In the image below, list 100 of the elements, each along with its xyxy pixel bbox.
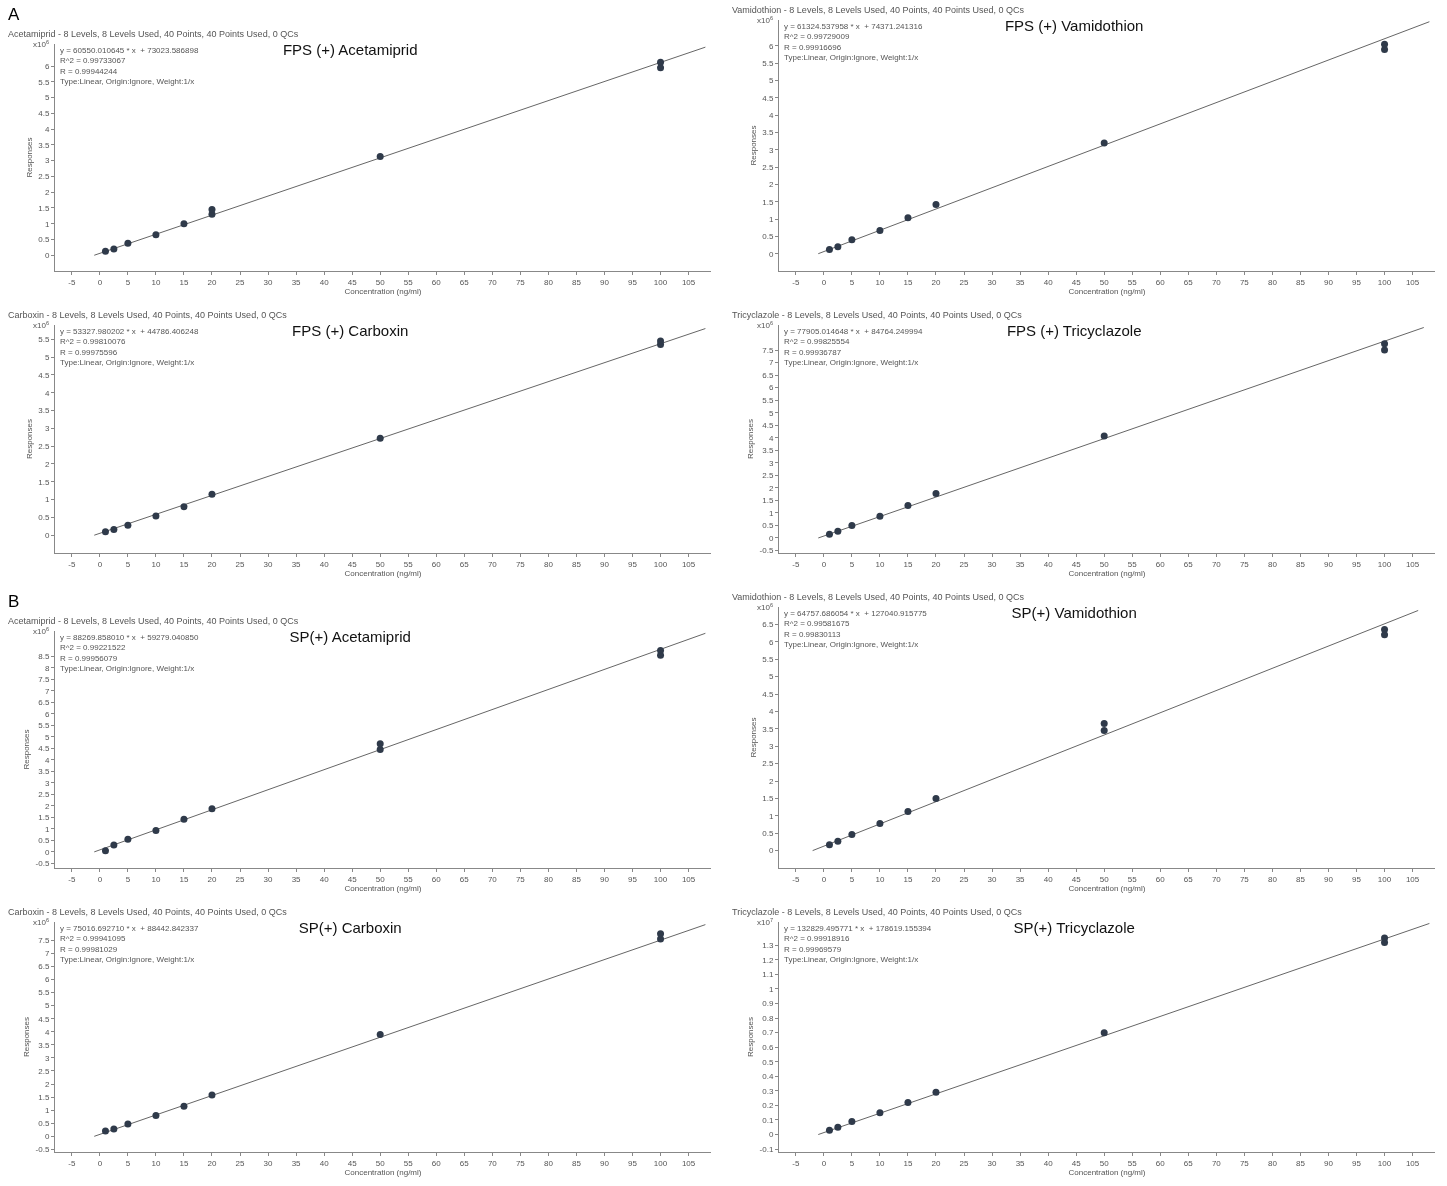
y-tick-label: 2: [768, 776, 774, 786]
point: [876, 819, 884, 827]
text: x10$^{6}$: [33, 917, 50, 928]
x-tick-label: 55: [403, 874, 414, 884]
x-tick-label: 75: [515, 277, 526, 287]
chart-title: SP(+) Acetamiprid: [289, 627, 411, 645]
x-tick-label: 5: [849, 1158, 855, 1168]
x-tick-label: 25: [959, 874, 970, 884]
chart-title: SP(+) Carboxin: [298, 918, 402, 936]
point: [657, 58, 665, 66]
x-tick-label: 60: [1155, 559, 1166, 569]
x-tick-label: 45: [1071, 277, 1082, 287]
x-tick-label: 55: [403, 1158, 414, 1168]
x-tick-label: 100: [653, 559, 668, 569]
point: [834, 527, 842, 535]
x-tick-label: 35: [291, 1158, 302, 1168]
y-tick-label: 0.7: [762, 1028, 774, 1038]
x-tick-label: 95: [1352, 1158, 1362, 1168]
x-tick-label: 105: [1405, 874, 1420, 884]
x-tick-label: 100: [1377, 559, 1392, 569]
x-tick-label: 70: [487, 874, 498, 884]
y-tick-label: 0: [768, 1130, 774, 1140]
y-tick-label: 5: [768, 76, 774, 86]
chart-title: FPS (+) Carboxin: [292, 321, 409, 339]
point: [208, 1091, 216, 1099]
text: Acetamiprid - 8 Levels, 8 Levels Used, 40 Points, 40 Points Used, 0 QCs: [8, 29, 299, 39]
x-tick-label: 40: [1043, 1158, 1054, 1168]
x-tick-label: 35: [291, 277, 302, 287]
x-tick-label: 15: [179, 277, 189, 287]
point: [834, 243, 842, 251]
y-axis-title: Responses: [22, 1016, 32, 1058]
x-tick-label: 85: [1295, 1158, 1306, 1168]
x-axis-title: Concentration (ng/ml): [1068, 568, 1146, 578]
x-tick-label: 45: [1071, 559, 1082, 569]
x-tick-label: -5: [792, 874, 800, 884]
point: [110, 1125, 118, 1133]
y-tick-label: 1: [768, 811, 774, 821]
y-tick-label: 3.5: [762, 128, 774, 138]
x-tick-label: 105: [1405, 559, 1420, 569]
x-tick-label: 35: [1015, 1158, 1026, 1168]
x-tick-label: 10: [875, 277, 885, 287]
x-tick-label: 55: [1127, 874, 1138, 884]
point: [208, 490, 216, 498]
y-tick-label: 1.5: [762, 794, 774, 804]
point: [180, 503, 188, 511]
x-tick-label: 10: [151, 874, 161, 884]
x-tick-label: 15: [903, 1158, 913, 1168]
y-tick-label: 2.5: [38, 790, 50, 800]
point: [825, 841, 833, 849]
y-tick-label: 3.5: [762, 724, 774, 734]
point: [1100, 1029, 1108, 1037]
x-tick-label: -5: [792, 559, 800, 569]
y-tick-label: 0: [768, 533, 774, 543]
x-tick-label: 95: [628, 559, 638, 569]
x-tick-label: 70: [1211, 1158, 1222, 1168]
y-tick-label: 2.5: [762, 162, 774, 172]
y-tick-label: 0: [768, 846, 774, 856]
point: [932, 490, 940, 498]
x-tick-label: 5: [125, 559, 131, 569]
chart-title: FPS (+) Vamidothion: [1004, 16, 1144, 34]
y-tick-label: 0.9: [762, 999, 774, 1009]
x-axis-title: Concentration (ng/ml): [1068, 286, 1146, 296]
y-tick-label: -0.5: [35, 859, 50, 869]
point: [376, 153, 384, 161]
point: [1381, 934, 1389, 942]
x-tick-label: 20: [207, 277, 217, 287]
x-tick-label: 90: [600, 277, 610, 287]
y-tick-label: 0: [44, 1132, 50, 1142]
y-tick-label: 5.5: [762, 655, 774, 664]
y-tick-label: 7: [44, 686, 50, 696]
x-tick-label: 5: [125, 874, 131, 884]
y-tick-label: 4: [768, 707, 774, 717]
x-tick-label: 55: [403, 559, 414, 569]
point: [1381, 340, 1389, 348]
x-tick-label: 95: [628, 277, 638, 287]
text: Carboxin - 8 Levels, 8 Levels Used, 40 Points, 40 Points Used, 0 QCs: [8, 310, 288, 320]
y-tick-label: 1: [44, 824, 50, 834]
point: [1100, 727, 1108, 735]
x-tick-label: 0: [97, 559, 103, 569]
y-tick-label: 4.5: [762, 93, 774, 103]
y-tick-label: 0.5: [38, 1119, 50, 1129]
x-tick-label: 45: [347, 559, 358, 569]
y-tick-label: 6.5: [762, 370, 774, 380]
point: [1381, 346, 1389, 354]
y-tick-label: 0: [768, 249, 774, 259]
x-tick-label: 60: [431, 874, 442, 884]
y-tick-label: 2: [768, 483, 774, 493]
y-tick-label: 6.5: [762, 620, 774, 630]
x-tick-label: 90: [1324, 559, 1334, 569]
y-tick-label: 0.1: [762, 1115, 774, 1125]
annotation: y = 61324.537958 * x + 74371.241316 R^2 = 0.99729009 R = 0.99916696 Type:Linear, Origin:Ignore, Weight:1/x: [784, 22, 923, 63]
text: x10$^{6}$: [33, 320, 50, 331]
x-tick-label: 35: [291, 559, 302, 569]
x-tick-label: 30: [263, 1158, 274, 1168]
y-tick-label: 7: [768, 358, 774, 368]
x-tick-label: -5: [792, 277, 800, 287]
point: [834, 837, 842, 845]
x-tick-label: 15: [903, 277, 913, 287]
x-tick-label: 20: [931, 559, 941, 569]
x-tick-label: 80: [1267, 277, 1278, 287]
